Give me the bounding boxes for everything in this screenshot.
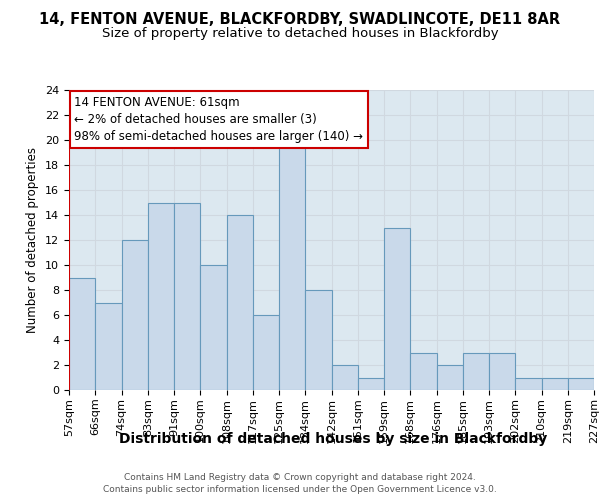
Bar <box>515 378 542 390</box>
Text: 14, FENTON AVENUE, BLACKFORDBY, SWADLINCOTE, DE11 8AR: 14, FENTON AVENUE, BLACKFORDBY, SWADLINC… <box>40 12 560 28</box>
Bar <box>200 265 227 390</box>
Text: Contains HM Land Registry data © Crown copyright and database right 2024.: Contains HM Land Registry data © Crown c… <box>124 472 476 482</box>
Text: Distribution of detached houses by size in Blackfordby: Distribution of detached houses by size … <box>119 432 547 446</box>
Bar <box>568 378 594 390</box>
Bar <box>384 228 410 390</box>
Bar <box>463 352 489 390</box>
Bar <box>121 240 148 390</box>
Text: Size of property relative to detached houses in Blackfordby: Size of property relative to detached ho… <box>101 28 499 40</box>
Bar <box>95 302 121 390</box>
Bar <box>358 378 384 390</box>
Text: 14 FENTON AVENUE: 61sqm
← 2% of detached houses are smaller (3)
98% of semi-deta: 14 FENTON AVENUE: 61sqm ← 2% of detached… <box>74 96 363 143</box>
Bar <box>305 290 331 390</box>
Bar <box>542 378 568 390</box>
Y-axis label: Number of detached properties: Number of detached properties <box>26 147 40 333</box>
Bar <box>69 278 95 390</box>
Bar <box>410 352 437 390</box>
Bar <box>437 365 463 390</box>
Bar <box>227 215 253 390</box>
Bar <box>331 365 358 390</box>
Text: Contains public sector information licensed under the Open Government Licence v3: Contains public sector information licen… <box>103 485 497 494</box>
Bar <box>253 315 279 390</box>
Bar <box>489 352 515 390</box>
Bar <box>174 202 200 390</box>
Bar <box>279 140 305 390</box>
Bar <box>148 202 174 390</box>
